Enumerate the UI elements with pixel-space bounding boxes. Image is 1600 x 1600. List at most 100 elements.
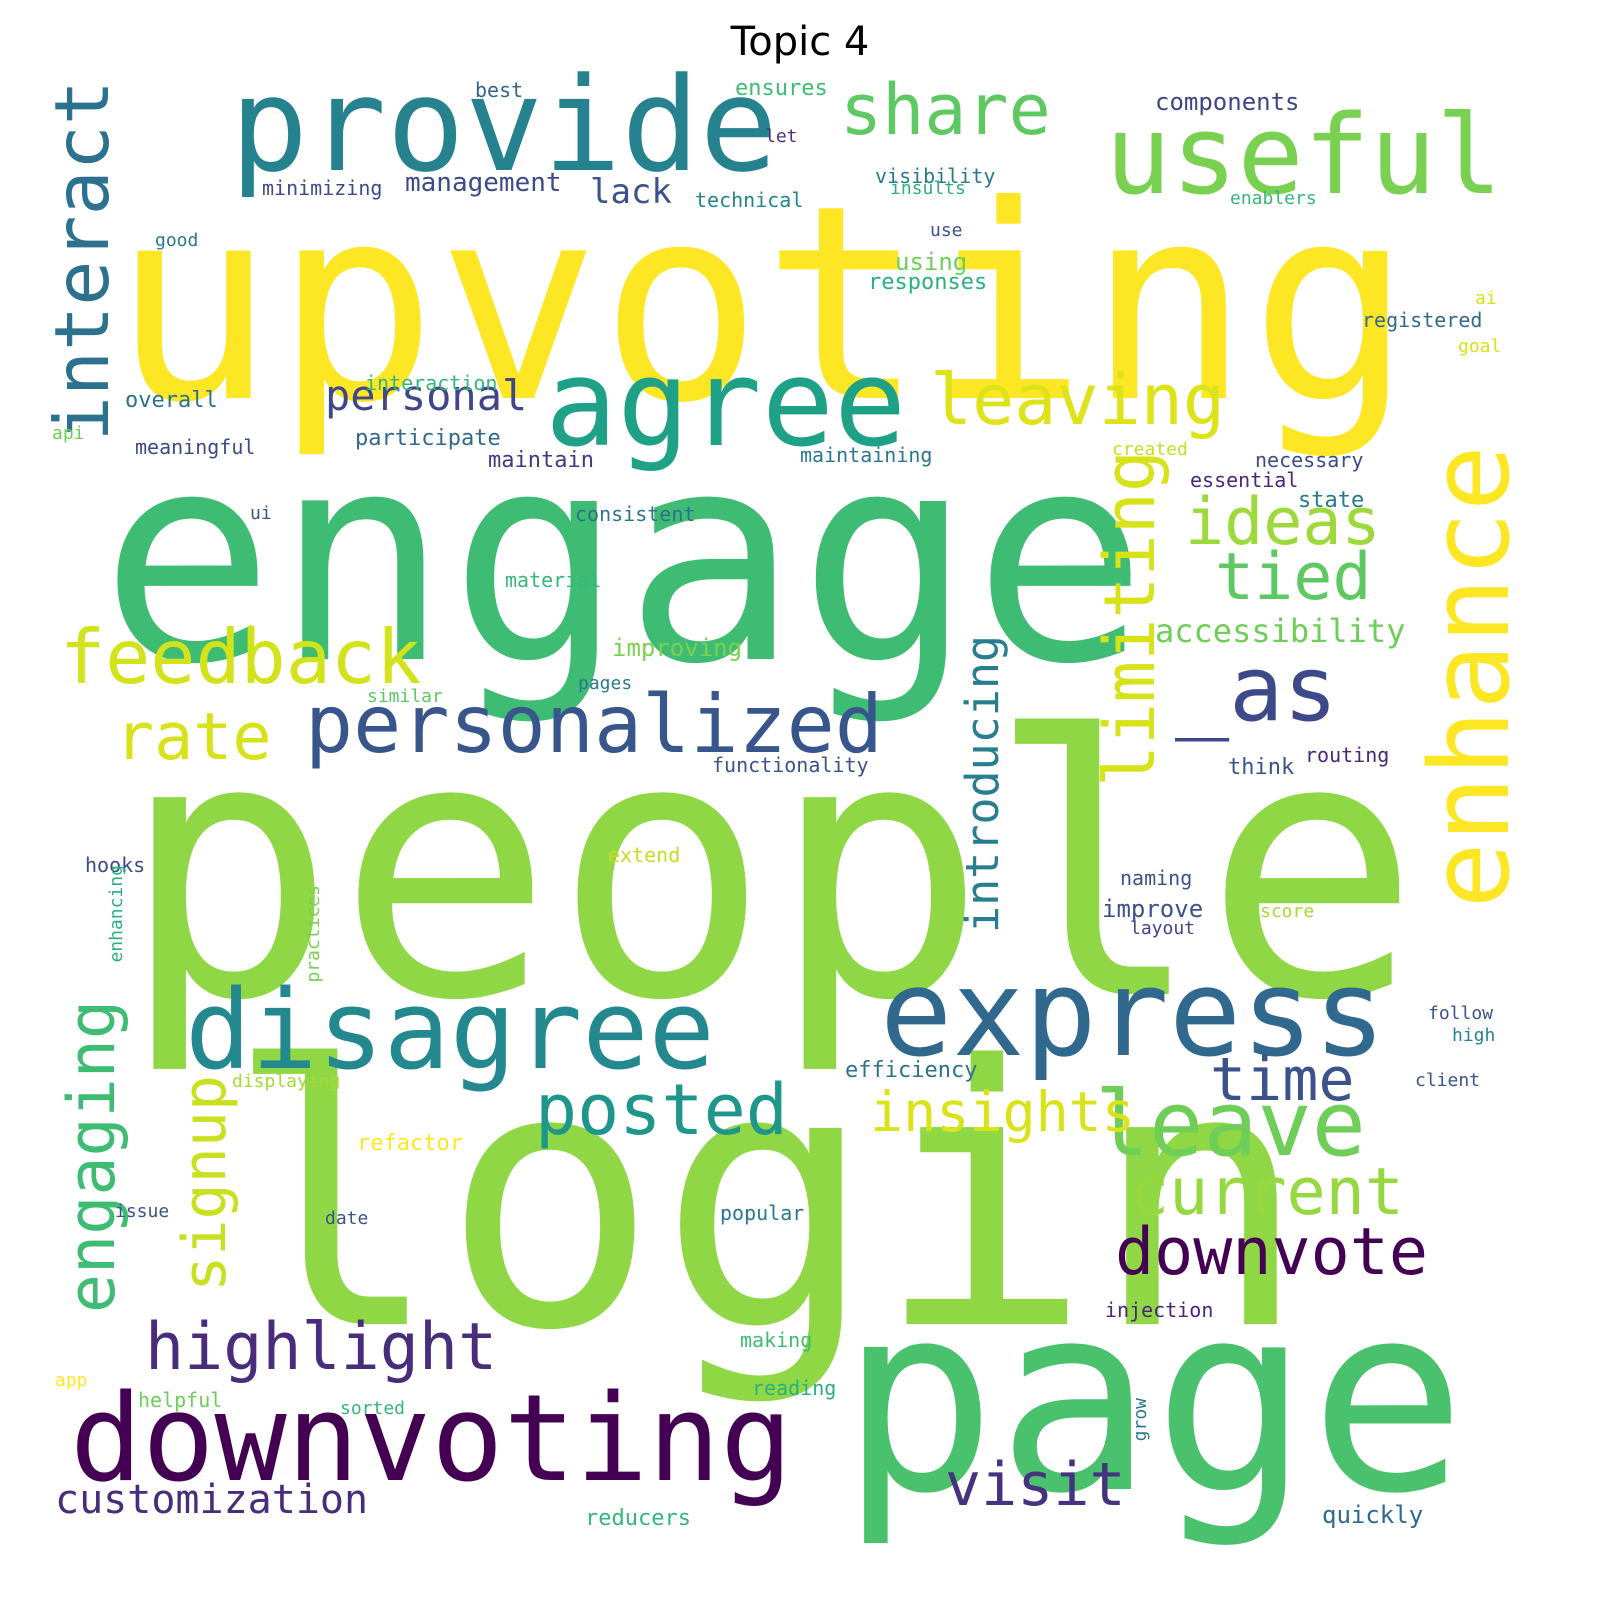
word-feedback: feedback xyxy=(60,613,422,701)
word-enhancing: enhancing xyxy=(106,865,127,963)
word-posted: posted xyxy=(535,1069,788,1151)
word-best: best xyxy=(475,78,524,102)
word-goal: goal xyxy=(1458,336,1502,357)
word-ideas: ideas xyxy=(1185,485,1381,560)
word-date: date xyxy=(325,1208,369,1229)
word-score: score xyxy=(1260,901,1315,922)
word-downvoting: downvoting xyxy=(70,1370,793,1509)
word-necessary: necessary xyxy=(1255,448,1364,472)
word-visibility: visibility xyxy=(875,164,996,188)
word-created: created xyxy=(1112,439,1188,460)
word-tied: tied xyxy=(1215,540,1372,615)
word-disagree: disagree xyxy=(185,966,715,1094)
word-think: think xyxy=(1228,755,1295,780)
chart-title: Topic 4 xyxy=(730,19,870,65)
word-material: material xyxy=(505,568,602,592)
word-naming: naming xyxy=(1120,866,1193,890)
word-routing: routing xyxy=(1305,743,1390,767)
word-current: current xyxy=(1130,1155,1404,1230)
word-injection: injection xyxy=(1105,1298,1214,1322)
word-maintaining: maintaining xyxy=(800,443,933,467)
word-insights: insights xyxy=(870,1080,1135,1144)
word-ensures: ensures xyxy=(735,76,828,101)
word-functionality: functionality xyxy=(712,753,869,777)
word-quickly: quickly xyxy=(1322,1501,1424,1529)
word-sorted: sorted xyxy=(340,1398,406,1419)
word-practices: practices xyxy=(303,885,324,983)
word-downvote: downvote xyxy=(1115,1215,1429,1290)
word-as: _as xyxy=(1175,637,1338,742)
word-layout: layout xyxy=(1130,918,1196,939)
word-enhance: enhance xyxy=(1406,445,1534,909)
word-insults: insults xyxy=(890,178,966,199)
word-meaningful: meaningful xyxy=(135,435,256,459)
word-enablers: enablers xyxy=(1230,188,1317,209)
word-good: good xyxy=(155,230,199,251)
word-highlight: highlight xyxy=(145,1310,498,1385)
word-cloud: upvoting engage people login page provide agre… xyxy=(38,60,1548,1580)
word-refactor: refactor xyxy=(357,1131,463,1156)
word-responses: responses xyxy=(868,270,988,295)
word-personal: personal xyxy=(325,371,528,420)
word-issue: issue xyxy=(115,1201,170,1222)
word-follow: follow xyxy=(1428,1003,1494,1024)
word-reducers: reducers xyxy=(585,1506,691,1531)
word-hooks: hooks xyxy=(85,853,146,877)
word-maintain: maintain xyxy=(488,448,594,473)
word-introducing: introducing xyxy=(956,635,1009,934)
word-upvoting: upvoting xyxy=(112,147,1413,462)
word-improving: improving xyxy=(612,634,743,662)
word-technical: technical xyxy=(695,188,804,212)
word-using: using xyxy=(895,248,968,276)
word-use: use xyxy=(930,220,963,241)
word-lack: lack xyxy=(590,172,672,212)
word-accessibility: accessibility xyxy=(1155,612,1406,650)
word-app: app xyxy=(55,1370,88,1391)
word-ui: ui xyxy=(250,503,272,524)
word-popular: popular xyxy=(720,1201,805,1225)
word-efficiency: efficiency xyxy=(845,1058,978,1083)
word-state: state xyxy=(1298,488,1365,513)
word-minimizing: minimizing xyxy=(262,176,383,200)
word-agree: agree xyxy=(545,335,907,474)
word-consistent: consistent xyxy=(575,502,696,526)
word-provide: provide xyxy=(230,49,778,201)
word-essential: essential xyxy=(1190,468,1299,492)
word-share: share xyxy=(840,69,1051,151)
word-express: express xyxy=(880,945,1386,1084)
word-engage: engage xyxy=(100,391,1148,728)
word-people: people xyxy=(120,660,1421,1079)
word-page: page xyxy=(840,1249,1467,1551)
word-extend: extend xyxy=(608,843,681,867)
word-interact: interact xyxy=(38,80,126,442)
word-participate: participate xyxy=(355,426,501,451)
word-time: time xyxy=(1210,1045,1355,1115)
word-similar: similar xyxy=(367,686,443,707)
word-leaving: leaving xyxy=(930,359,1226,441)
word-displaying: displaying xyxy=(232,1071,341,1092)
word-api: api xyxy=(52,423,85,444)
word-reading: reading xyxy=(752,1376,837,1400)
word-registered: registered xyxy=(1362,308,1483,332)
word-management: management xyxy=(405,168,562,198)
word-interaction: interaction xyxy=(365,371,498,395)
word-engaging: engaging xyxy=(55,1000,130,1314)
word-high: high xyxy=(1452,1025,1496,1046)
word-login: login xyxy=(225,990,1309,1409)
word-personalized: personalized xyxy=(305,678,883,771)
word-client: client xyxy=(1415,1070,1481,1091)
word-let: let xyxy=(765,126,798,147)
word-pages: pages xyxy=(578,673,633,694)
word-components: components xyxy=(1155,88,1300,116)
word-signup: signup xyxy=(170,1075,240,1292)
word-overall: overall xyxy=(125,388,218,413)
word-useful: useful xyxy=(1105,91,1503,219)
word-customization: customization xyxy=(55,1477,369,1523)
word-helpful: helpful xyxy=(138,1388,223,1412)
word-ai: ai xyxy=(1475,288,1497,309)
word-rate: rate xyxy=(115,700,272,775)
word-leave: leave xyxy=(1095,1072,1366,1177)
word-grow: grow xyxy=(1130,1398,1151,1442)
word-making: making xyxy=(740,1328,813,1352)
word-visit: visit xyxy=(945,1450,1126,1520)
